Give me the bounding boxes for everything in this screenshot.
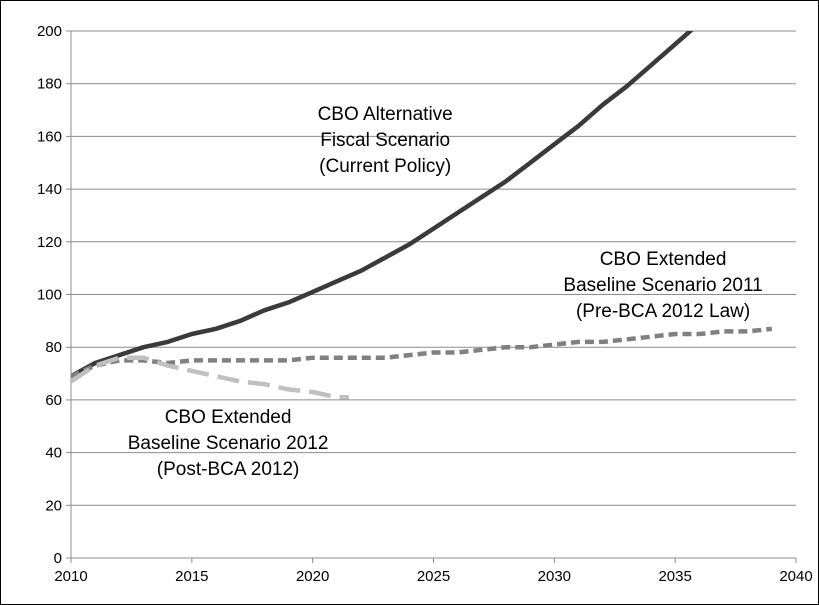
y-tick-label: 60 — [45, 392, 62, 409]
x-tick-label: 2020 — [296, 568, 329, 585]
annotation-text: CBO Alternative — [318, 104, 453, 125]
series-line-0 — [71, 31, 694, 379]
annotation-text: (Current Policy) — [319, 156, 451, 177]
annotation-text: CBO Extended — [600, 249, 727, 270]
x-tick-label: 2025 — [417, 568, 450, 585]
series-lines — [71, 31, 773, 400]
y-tick-label: 40 — [45, 445, 62, 462]
y-tick-label: 0 — [54, 550, 62, 567]
annotation-text: (Pre-BCA 2012 Law) — [576, 301, 750, 322]
y-tick-label: 120 — [37, 234, 62, 251]
series-line-2 — [71, 355, 349, 400]
series-line-1 — [71, 326, 773, 379]
x-tick-label: 2010 — [54, 568, 87, 585]
x-tick-label: 2035 — [658, 568, 691, 585]
y-tick-label: 200 — [37, 23, 62, 40]
x-tick-label: 2040 — [779, 568, 812, 585]
annotation-text: CBO Extended — [165, 407, 292, 428]
annotation-text: Baseline Scenario 2011 — [563, 275, 762, 296]
annotation-text: Baseline Scenario 2012 — [128, 433, 329, 454]
y-tick-label: 20 — [45, 497, 62, 514]
y-tick-label: 100 — [37, 287, 62, 304]
x-tick-label: 2030 — [538, 568, 571, 585]
annotations: CBO Alternative Fiscal Scenario (Current P… — [128, 104, 763, 480]
annotation-text: (Post-BCA 2012) — [157, 459, 300, 480]
gridlines — [71, 30, 796, 506]
y-tick-label: 80 — [45, 339, 62, 356]
y-tick-label: 180 — [37, 76, 62, 93]
y-tick-label: 140 — [37, 181, 62, 198]
y-tick-label: 160 — [37, 128, 62, 145]
x-tick-label: 2015 — [175, 568, 208, 585]
annotation-text: Fiscal Scenario — [320, 130, 450, 151]
